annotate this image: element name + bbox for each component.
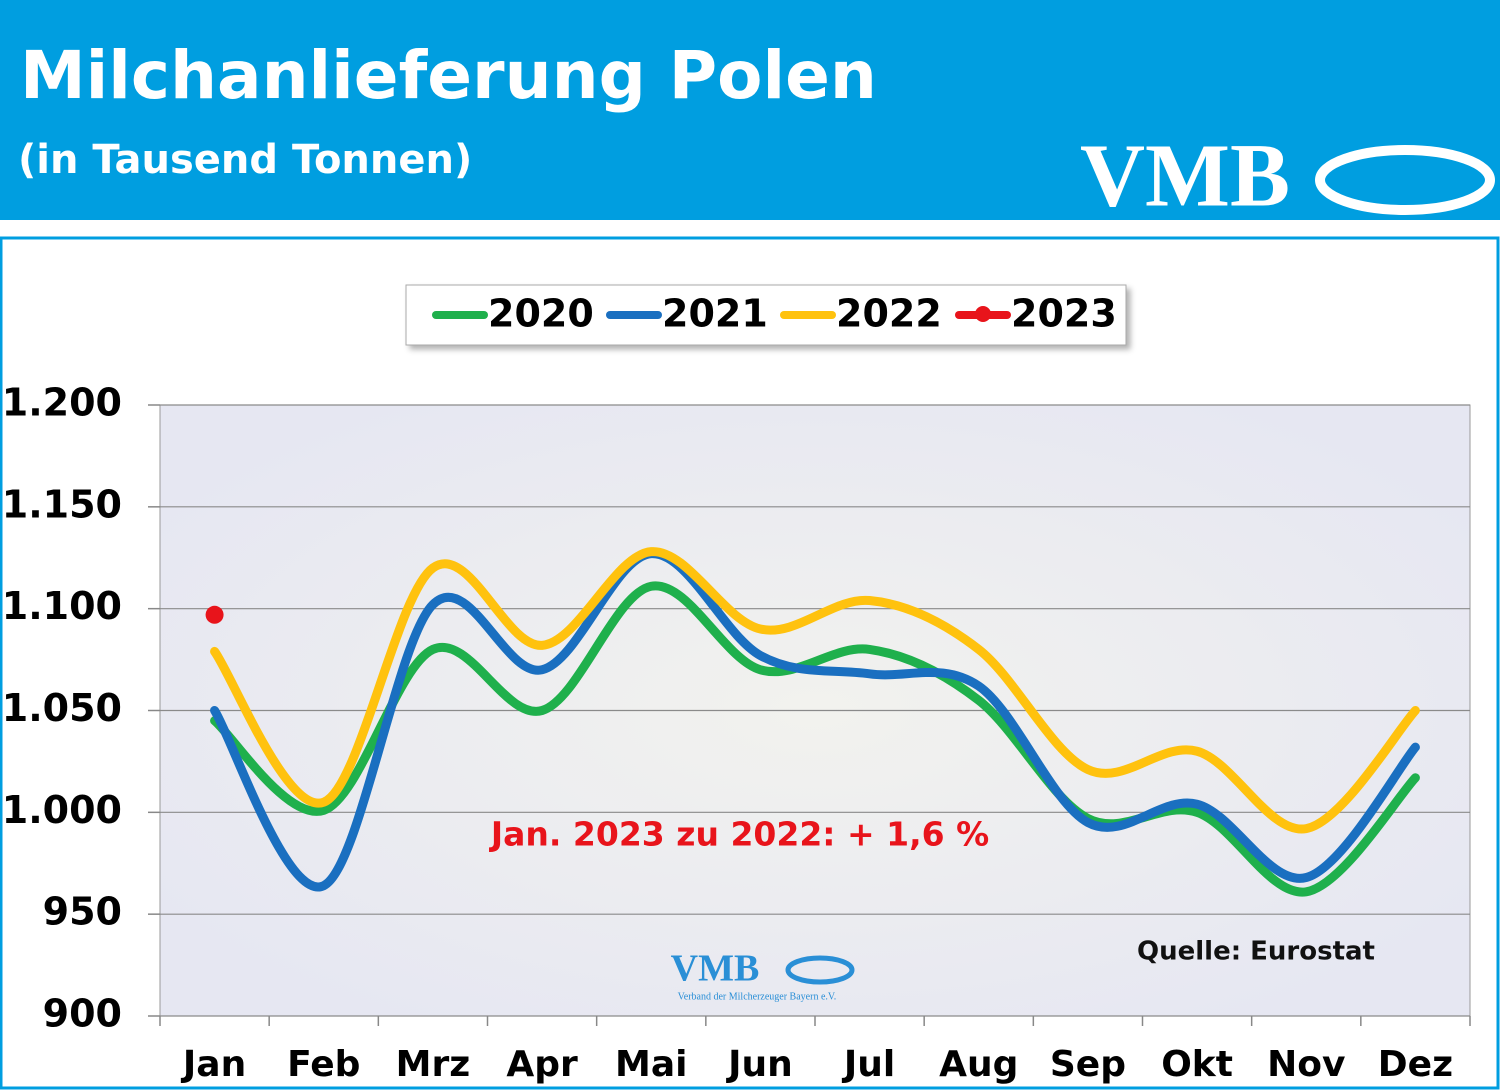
y-tick-label: 1.000	[2, 788, 122, 832]
watermark-text: Verband der Milcherzeuger Bayern e.V.	[678, 991, 837, 1002]
series-line	[210, 549, 1420, 892]
y-tick-label: 950	[43, 890, 122, 934]
legend-label: 2022	[836, 292, 942, 336]
y-tick-label: 1.150	[2, 482, 122, 526]
x-tick-label: Jan	[180, 1044, 246, 1085]
chart-title: Milchanlieferung Polen	[20, 37, 877, 114]
logo: VMB	[1080, 127, 1290, 226]
y-tick-label: 900	[43, 992, 122, 1036]
x-tick-label: Apr	[506, 1044, 578, 1085]
legend-label: 2023	[1011, 292, 1117, 336]
watermark-swirl	[785, 955, 855, 985]
data-point	[205, 605, 224, 624]
logo-swirl	[1315, 145, 1495, 215]
legend-label: 2021	[662, 292, 768, 336]
x-tick-label: Sep	[1050, 1044, 1126, 1085]
x-tick-label: Okt	[1161, 1044, 1233, 1085]
x-tick-label: Mai	[615, 1044, 687, 1085]
x-tick-label: Jun	[725, 1044, 793, 1085]
legend-label: 2020	[488, 292, 594, 336]
x-tick-label: Mrz	[396, 1044, 471, 1085]
y-tick-label: 1.200	[2, 381, 122, 425]
header-band	[0, 0, 1500, 220]
legend-marker	[975, 306, 991, 322]
annotation: Jan. 2023 zu 2022: + 1,6 %	[489, 815, 989, 854]
x-tick-label: Feb	[287, 1044, 360, 1085]
x-tick-label: Dez	[1378, 1044, 1453, 1085]
y-tick-label: 1.050	[2, 686, 122, 730]
y-tick-label: 1.100	[2, 584, 122, 628]
chart-subtitle: (in Tausend Tonnen)	[18, 137, 472, 183]
source: Quelle: Eurostat	[1137, 937, 1375, 967]
watermark-logo: VMB	[671, 948, 760, 990]
series-line	[210, 547, 1420, 834]
x-tick-label: Aug	[939, 1044, 1018, 1085]
x-tick-label: Jul	[841, 1044, 895, 1085]
x-tick-label: Nov	[1267, 1044, 1345, 1085]
